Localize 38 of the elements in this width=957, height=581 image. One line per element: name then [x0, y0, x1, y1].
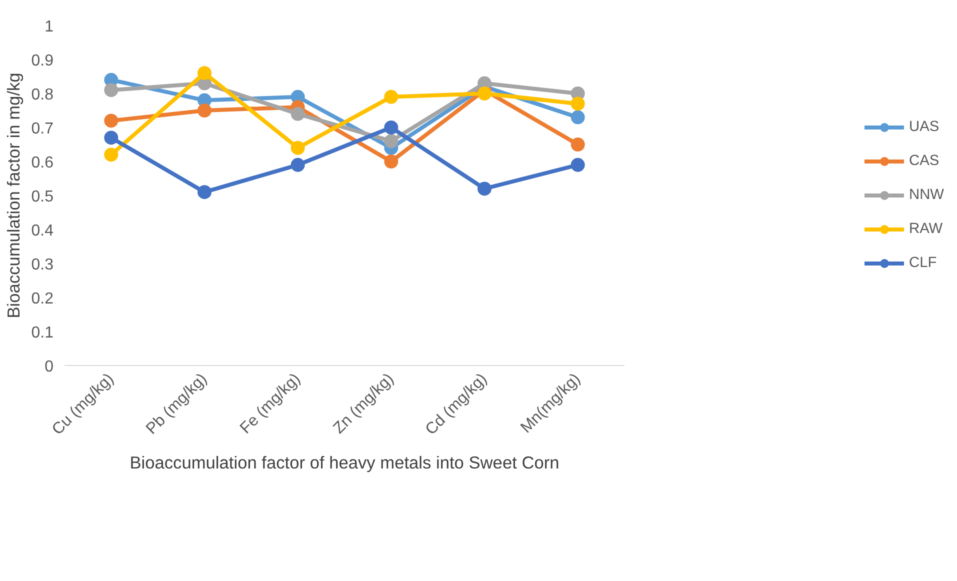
point [104, 130, 118, 145]
legend-label: UAS [908, 119, 940, 135]
legend-label: RAW [908, 221, 943, 237]
point [198, 66, 212, 80]
legend-label: CLF [908, 255, 937, 271]
y-tick-label: 0.9 [31, 52, 54, 70]
point [570, 158, 585, 172]
point [290, 140, 305, 155]
y-tick-label: 0.8 [31, 86, 54, 104]
y-tick-label: 0.4 [31, 222, 54, 240]
y-tick-label: 0.1 [31, 324, 54, 342]
y-tick-label: 0.7 [31, 120, 54, 138]
y-tick-label: 0.6 [31, 154, 54, 172]
y-tick-label: 0 [44, 358, 54, 376]
point [104, 83, 118, 98]
y-axis-title: Bioaccumulation factor in mg/kg [3, 72, 24, 318]
x-axis-title: Bioaccumulation factor of heavy metals into Sweet Corn [130, 452, 560, 472]
point [104, 148, 118, 162]
point [384, 90, 398, 104]
point [290, 158, 305, 172]
y-tick-label: 0.2 [31, 290, 54, 308]
point [384, 154, 398, 168]
legend-label: NNW [908, 187, 944, 203]
y-tick-label: 1 [44, 18, 54, 36]
point [198, 185, 212, 200]
point [570, 110, 585, 124]
point [384, 120, 398, 134]
point [570, 138, 585, 152]
point [570, 96, 585, 111]
point [478, 182, 492, 196]
point [104, 114, 118, 128]
legend-label: CAS [908, 153, 940, 169]
point [478, 86, 492, 100]
y-tick-label: 0.3 [31, 256, 54, 274]
point [384, 134, 398, 148]
point [290, 106, 305, 121]
point [198, 104, 212, 118]
y-tick-label: 0.5 [31, 188, 54, 206]
